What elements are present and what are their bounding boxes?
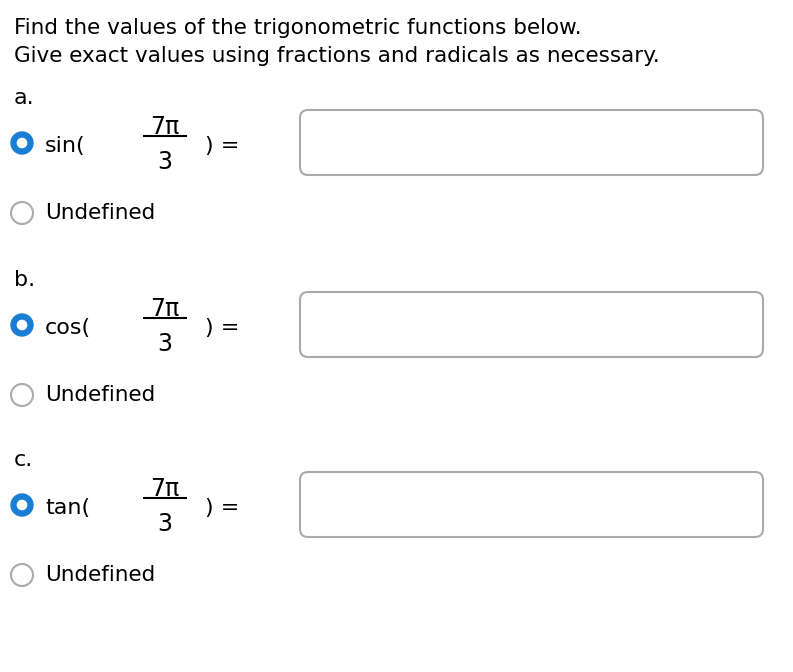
Text: 7π: 7π <box>151 115 180 139</box>
Text: 3: 3 <box>158 150 173 174</box>
FancyBboxPatch shape <box>300 472 763 537</box>
Text: a.: a. <box>14 88 35 108</box>
Circle shape <box>11 132 33 154</box>
Text: 3: 3 <box>158 512 173 536</box>
Text: Undefined: Undefined <box>45 385 155 405</box>
Text: b.: b. <box>14 270 35 290</box>
Circle shape <box>11 494 33 516</box>
Circle shape <box>17 321 27 330</box>
Text: tan(: tan( <box>45 498 90 518</box>
FancyBboxPatch shape <box>300 292 763 357</box>
Text: ) =: ) = <box>205 318 239 338</box>
Circle shape <box>11 202 33 224</box>
Text: cos(: cos( <box>45 318 91 338</box>
Circle shape <box>11 314 33 336</box>
Text: Undefined: Undefined <box>45 203 155 223</box>
Text: 7π: 7π <box>151 297 180 321</box>
Circle shape <box>11 384 33 406</box>
Circle shape <box>11 564 33 586</box>
Text: 3: 3 <box>158 332 173 356</box>
Text: Undefined: Undefined <box>45 565 155 585</box>
Text: Give exact values using fractions and radicals as necessary.: Give exact values using fractions and ra… <box>14 46 660 66</box>
Circle shape <box>17 501 27 509</box>
Text: Find the values of the trigonometric functions below.: Find the values of the trigonometric fun… <box>14 18 581 38</box>
Text: c.: c. <box>14 450 33 470</box>
Text: ) =: ) = <box>205 498 239 518</box>
Text: ) =: ) = <box>205 136 239 156</box>
Text: 7π: 7π <box>151 477 180 501</box>
FancyBboxPatch shape <box>300 110 763 175</box>
Text: sin(: sin( <box>45 136 86 156</box>
Circle shape <box>17 138 27 148</box>
